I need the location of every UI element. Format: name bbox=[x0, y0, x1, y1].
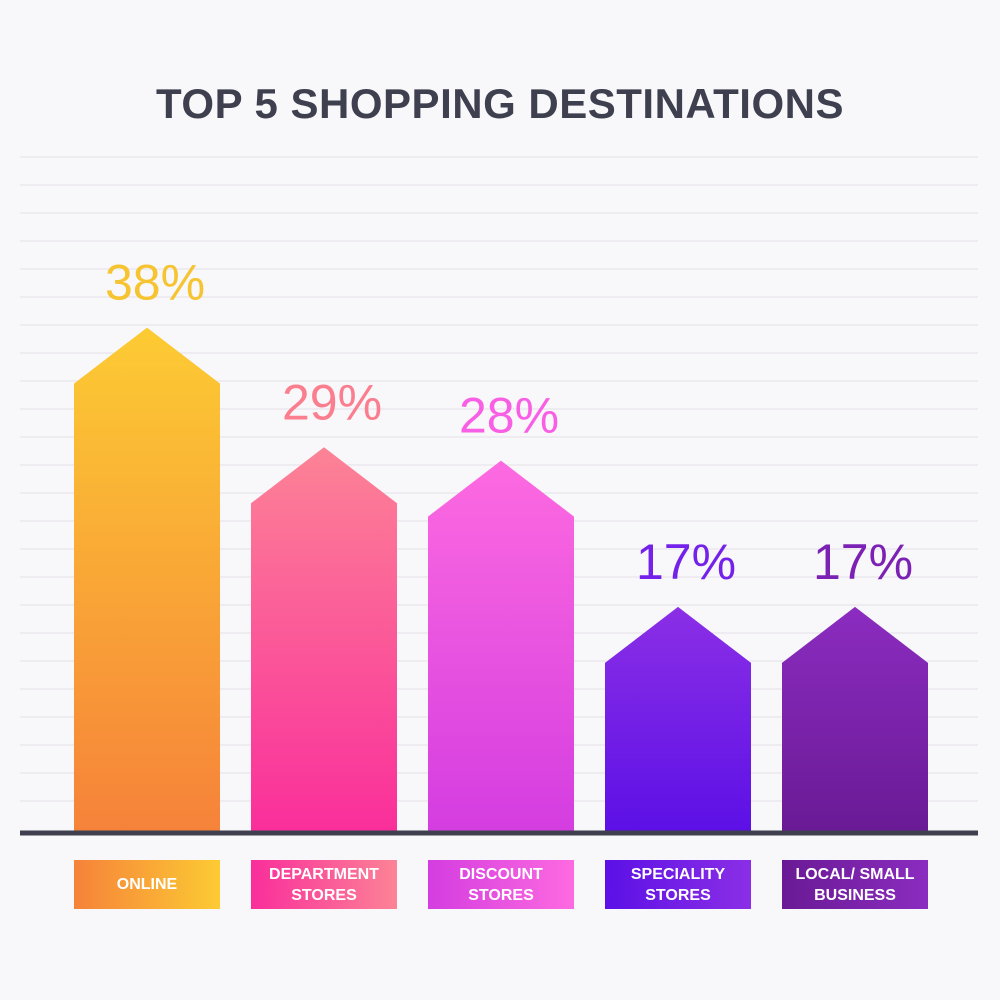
category-label: ONLINE bbox=[74, 860, 220, 909]
value-label: 29% bbox=[282, 374, 382, 430]
category-label: DISCOUNT STORES bbox=[428, 860, 574, 909]
value-label: 17% bbox=[813, 534, 913, 590]
category-label: DEPARTMENT STORES bbox=[251, 860, 397, 909]
bar-2 bbox=[251, 447, 397, 833]
category-label: SPECIALITY STORES bbox=[605, 860, 751, 909]
bar-4 bbox=[605, 606, 751, 833]
bars bbox=[74, 327, 928, 833]
bar-5 bbox=[782, 606, 928, 833]
bar-1 bbox=[74, 327, 220, 833]
bar-3 bbox=[428, 460, 574, 833]
chart-title: TOP 5 SHOPPING DESTINATIONS bbox=[156, 80, 844, 127]
value-labels: 38% 29% 28% 17% 17% bbox=[105, 255, 913, 590]
value-label: 28% bbox=[459, 388, 559, 444]
value-label: 38% bbox=[105, 255, 205, 311]
value-label: 17% bbox=[636, 534, 736, 590]
category-label: LOCAL/ SMALL BUSINESS bbox=[782, 860, 928, 909]
